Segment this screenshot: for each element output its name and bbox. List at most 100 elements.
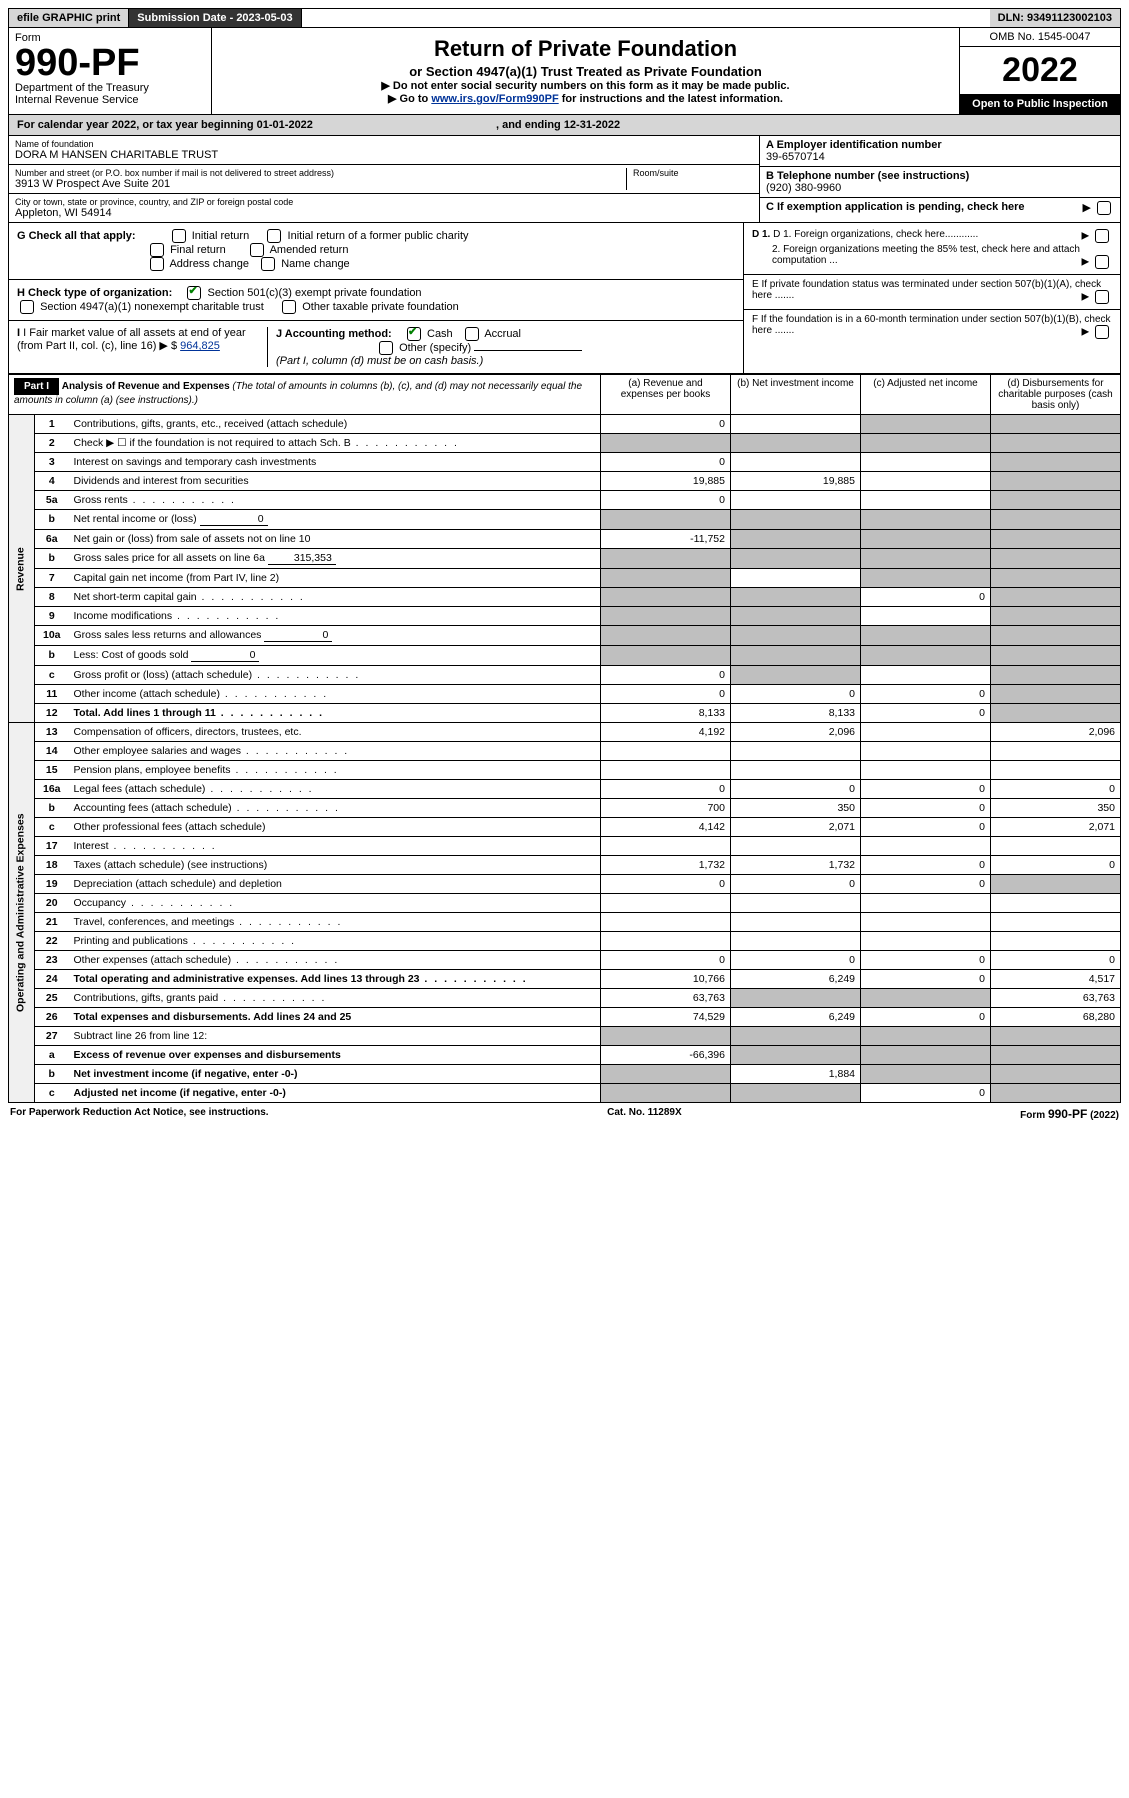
col-d-header: (d) Disbursements for charitable purpose… (991, 375, 1121, 415)
table-row: bNet investment income (if negative, ent… (9, 1065, 1121, 1084)
cell-a: 0 (601, 666, 731, 685)
cell-d (991, 530, 1121, 549)
name-change-checkbox[interactable] (261, 257, 275, 271)
cell-d (991, 1084, 1121, 1103)
header-left: Form 990-PF Department of the Treasury I… (9, 28, 212, 114)
line-number: 10a (35, 626, 69, 646)
phone-cell: B Telephone number (see instructions) (9… (760, 167, 1120, 198)
line-description: Pension plans, employee benefits (69, 761, 601, 780)
g-label: G Check all that apply: (17, 230, 136, 242)
line-description: Total. Add lines 1 through 11 (69, 704, 601, 723)
final-return-checkbox[interactable] (150, 243, 164, 257)
4947-checkbox[interactable] (20, 300, 34, 314)
checkbox-section: G Check all that apply: Initial return I… (8, 223, 1121, 374)
cell-d: 0 (991, 780, 1121, 799)
header-middle: Return of Private Foundation or Section … (212, 28, 959, 114)
f-checkbox[interactable] (1095, 325, 1109, 339)
table-row: 21Travel, conferences, and meetings (9, 913, 1121, 932)
form-number: 990-PF (15, 44, 205, 82)
cell-d (991, 607, 1121, 626)
h-label: H Check type of organization: (17, 287, 172, 299)
501c3-checkbox[interactable] (187, 286, 201, 300)
line-description: Net rental income or (loss) 0 (69, 510, 601, 530)
cash-checkbox[interactable] (407, 327, 421, 341)
table-row: 9Income modifications (9, 607, 1121, 626)
instruction-1: ▶ Do not enter social security numbers o… (218, 79, 953, 92)
cell-d: 350 (991, 799, 1121, 818)
ein-label: A Employer identification number (766, 139, 1114, 151)
exemption-checkbox[interactable] (1097, 201, 1111, 215)
other-taxable-checkbox[interactable] (282, 300, 296, 314)
cell-c (861, 1065, 991, 1084)
table-row: Operating and Administrative Expenses13C… (9, 723, 1121, 742)
cell-c: 0 (861, 818, 991, 837)
amended-return-checkbox[interactable] (250, 243, 264, 257)
other-method-checkbox[interactable] (379, 341, 393, 355)
d2-checkbox[interactable] (1095, 255, 1109, 269)
entity-left: Name of foundation DORA M HANSEN CHARITA… (9, 136, 759, 222)
efile-badge: efile GRAPHIC print (9, 9, 129, 27)
table-row: 25Contributions, gifts, grants paid63,76… (9, 989, 1121, 1008)
cell-c: 0 (861, 1084, 991, 1103)
accrual-checkbox[interactable] (465, 327, 479, 341)
cell-d (991, 1046, 1121, 1065)
check-left: G Check all that apply: Initial return I… (9, 223, 743, 373)
initial-former-checkbox[interactable] (267, 229, 281, 243)
line-description: Legal fees (attach schedule) (69, 780, 601, 799)
table-row: 16aLegal fees (attach schedule)0000 (9, 780, 1121, 799)
cell-b (731, 549, 861, 569)
footer-right: Form 990-PF (2022) (1020, 1107, 1119, 1121)
cell-b: 19,885 (731, 472, 861, 491)
line-description: Less: Cost of goods sold 0 (69, 646, 601, 666)
table-row: 8Net short-term capital gain0 (9, 588, 1121, 607)
cell-c (861, 666, 991, 685)
cell-c: 0 (861, 1008, 991, 1027)
table-row: 10aGross sales less returns and allowanc… (9, 626, 1121, 646)
cell-c (861, 453, 991, 472)
line-description: Travel, conferences, and meetings (69, 913, 601, 932)
line-number: 23 (35, 951, 69, 970)
table-row: 17Interest (9, 837, 1121, 856)
cell-d (991, 932, 1121, 951)
cell-a (601, 626, 731, 646)
table-row: cAdjusted net income (if negative, enter… (9, 1084, 1121, 1103)
dln-number: DLN: 93491123002103 (990, 9, 1120, 27)
instr2-suffix: for instructions and the latest informat… (559, 93, 783, 105)
initial-return-checkbox[interactable] (172, 229, 186, 243)
table-row: bAccounting fees (attach schedule)700350… (9, 799, 1121, 818)
line-description: Taxes (attach schedule) (see instruction… (69, 856, 601, 875)
e-checkbox[interactable] (1095, 290, 1109, 304)
cell-b (731, 607, 861, 626)
cell-c (861, 549, 991, 569)
submission-date: Submission Date - 2023-05-03 (129, 9, 301, 27)
cell-b (731, 1027, 861, 1046)
table-row: 3Interest on savings and temporary cash … (9, 453, 1121, 472)
cell-c (861, 837, 991, 856)
cell-d (991, 666, 1121, 685)
cell-c (861, 761, 991, 780)
col-a-header: (a) Revenue and expenses per books (601, 375, 731, 415)
irs-label: Internal Revenue Service (15, 94, 205, 106)
table-row: 12Total. Add lines 1 through 118,1338,13… (9, 704, 1121, 723)
table-row: 7Capital gain net income (from Part IV, … (9, 569, 1121, 588)
cell-c: 0 (861, 685, 991, 704)
irs-link[interactable]: www.irs.gov/Form990PF (431, 93, 558, 105)
cell-c (861, 1027, 991, 1046)
address-change-checkbox[interactable] (150, 257, 164, 271)
omb-number: OMB No. 1545-0047 (960, 28, 1120, 47)
table-row: cGross profit or (loss) (attach schedule… (9, 666, 1121, 685)
initial-return-label: Initial return (192, 230, 249, 242)
cell-b: 6,249 (731, 970, 861, 989)
d1-checkbox[interactable] (1095, 229, 1109, 243)
cell-c: 0 (861, 704, 991, 723)
name-label: Name of foundation (15, 139, 753, 149)
line-number: c (35, 666, 69, 685)
cell-a: -11,752 (601, 530, 731, 549)
line-number: 15 (35, 761, 69, 780)
line-description: Total operating and administrative expen… (69, 970, 601, 989)
cell-d (991, 875, 1121, 894)
table-row: 2Check ▶ ☐ if the foundation is not requ… (9, 434, 1121, 453)
cell-a (601, 894, 731, 913)
line-description: Occupancy (69, 894, 601, 913)
address-cell: Number and street (or P.O. box number if… (9, 165, 759, 194)
